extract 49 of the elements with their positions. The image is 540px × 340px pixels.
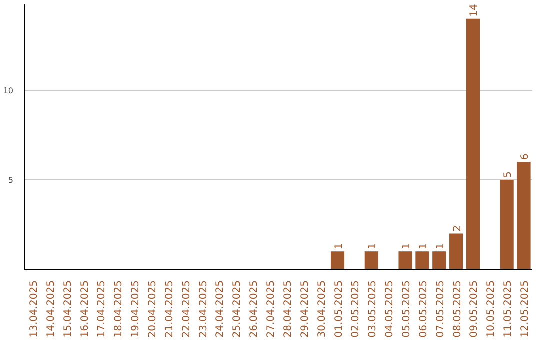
x-tick-label: 08.05.2025 (452, 280, 464, 338)
x-tick-label: 26.04.2025 (249, 280, 260, 338)
data-label: 1 (368, 243, 379, 250)
bar (517, 162, 531, 270)
x-tick-label: 30.04.2025 (316, 280, 328, 338)
x-tick-label: 28.04.2025 (282, 280, 294, 338)
bar (398, 252, 412, 270)
bar (466, 18, 480, 270)
bar (500, 180, 514, 270)
data-label: 2 (452, 225, 464, 232)
x-tick-label: 06.05.2025 (418, 280, 430, 338)
bar (330, 252, 345, 270)
data-label: 1 (334, 243, 345, 250)
x-tick-label: 20.04.2025 (148, 280, 158, 338)
x-tick-label: 11.05.2025 (503, 280, 514, 338)
x-tick-label: 02.05.2025 (350, 280, 362, 338)
x-tick-label: 25.04.2025 (232, 280, 244, 338)
data-label: 14 (469, 4, 480, 17)
x-tick-label: 05.05.2025 (402, 280, 412, 338)
x-tick-label: 01.05.2025 (334, 280, 345, 338)
x-tick-label: 21.04.2025 (164, 280, 176, 338)
x-tick-label: 23.04.2025 (198, 280, 210, 338)
data-label: 1 (418, 243, 430, 250)
bar (432, 252, 446, 270)
x-tick-label: 19.04.2025 (130, 280, 142, 338)
bar (364, 252, 378, 270)
data-label: 1 (402, 243, 412, 250)
x-tick-label: 27.04.2025 (266, 280, 278, 338)
data-label: 5 (503, 172, 514, 178)
bar (416, 252, 430, 270)
x-tick-label: 10.05.2025 (486, 280, 498, 338)
x-tick-label: 03.05.2025 (368, 280, 379, 338)
data-label: 1 (435, 243, 446, 250)
x-tick-label: 17.04.2025 (96, 280, 108, 338)
x-tick-label: 04.05.2025 (384, 280, 396, 338)
x-tick-label: 29.04.2025 (300, 280, 311, 338)
x-tick-label: 12.05.2025 (520, 280, 532, 338)
x-tick-label: 07.05.2025 (435, 280, 446, 338)
x-tick-label: 22.04.2025 (181, 280, 192, 338)
x-tick-label: 09.05.2025 (469, 280, 480, 338)
x-tick-label: 15.04.2025 (62, 280, 74, 338)
y-tick-label: 10 (3, 86, 14, 96)
bar (450, 234, 464, 270)
x-tick-label: 14.04.2025 (46, 280, 57, 338)
x-tick-label: 13.04.2025 (28, 280, 40, 338)
x-tick-label: 18.04.2025 (114, 280, 125, 338)
data-label: 6 (520, 154, 532, 160)
x-tick-label: 24.04.2025 (215, 280, 226, 338)
x-tick-label: 16.04.2025 (80, 280, 91, 338)
